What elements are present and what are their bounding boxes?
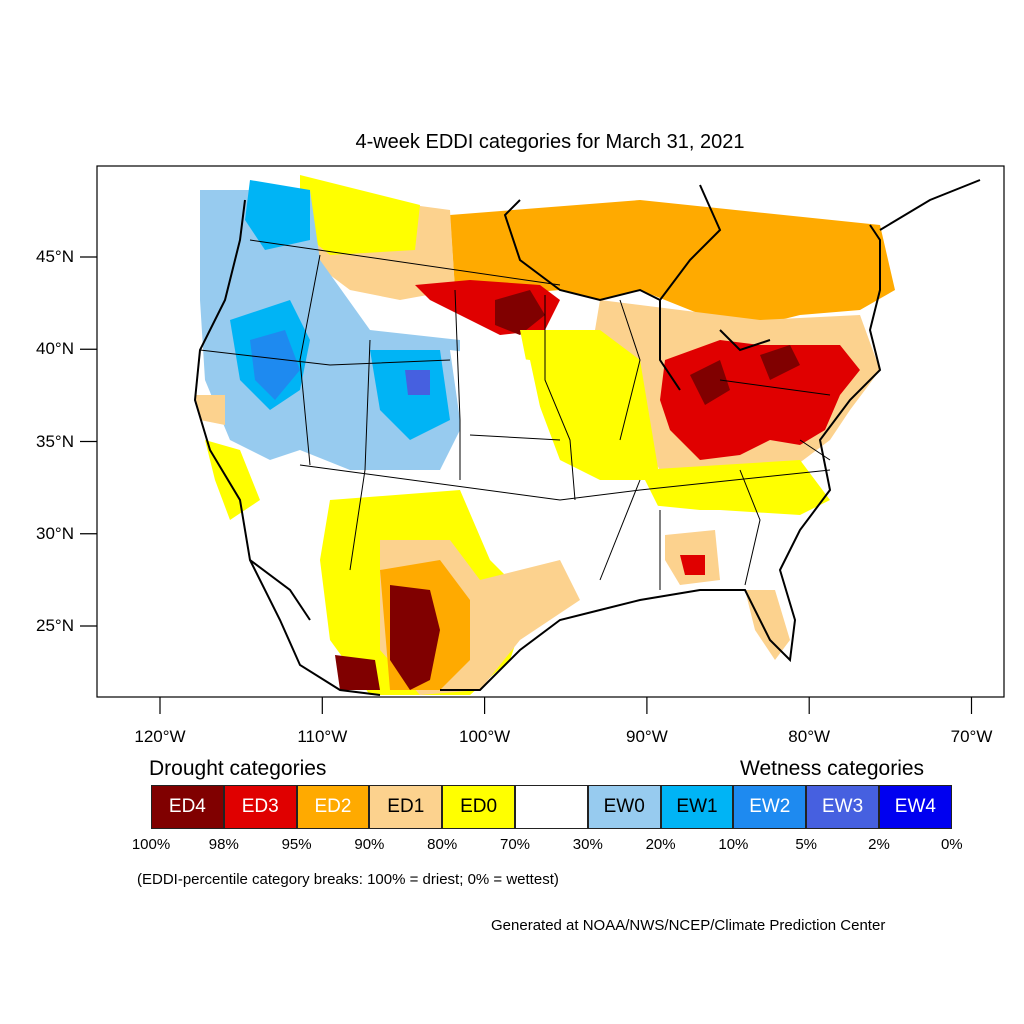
legend-break-label: 90% (354, 836, 385, 853)
lon-label: 90°W (626, 727, 668, 746)
ew0-pnw (245, 180, 310, 250)
ed3-northeast (660, 340, 860, 460)
map-frame (96, 165, 1005, 698)
ed2-region-north (450, 200, 895, 330)
coastlines (193, 179, 981, 696)
ed0-southeast (640, 460, 830, 515)
legend-swatch: EW2 (733, 785, 807, 829)
legend-break-label: 5% (795, 836, 818, 853)
legend-swatch: EW1 (660, 785, 734, 829)
legend-swatch: ED1 (369, 785, 443, 829)
category-note: (EDDI-percentile category breaks: 100% =… (137, 871, 559, 888)
ew3-wy (405, 370, 430, 395)
lat-label: 40°N (36, 339, 74, 359)
ed3-mexico (335, 655, 380, 690)
ed0-region-northwest (300, 175, 420, 255)
wetness-heading: Wetness categories (740, 757, 925, 780)
legend-break-label: 30% (572, 836, 603, 853)
credit-text: Generated at NOAA/NWS/NCEP/Climate Predi… (491, 917, 886, 934)
ed0-ca (205, 440, 260, 520)
legend-break-label: 0% (940, 836, 963, 853)
lon-label: 70°W (950, 727, 993, 746)
ed4-ohio (690, 360, 730, 405)
legend-swatch: EW3 (806, 785, 879, 829)
legend-swatch: ED4 (151, 785, 224, 829)
drought-heading: Drought categories (149, 757, 327, 780)
legend-swatch (515, 785, 588, 829)
ed4-ny (760, 345, 800, 380)
legend-break-label: 2% (868, 836, 890, 853)
lat-label: 30°N (36, 523, 74, 543)
lon-label: 80°W (788, 727, 831, 746)
map-title: 4-week EDDI categories for March 31, 202… (355, 131, 745, 153)
lon-label: 110°W (297, 727, 348, 746)
ed1-ca (195, 395, 225, 425)
legend-swatch: ED3 (223, 785, 297, 829)
ed4-texas (390, 585, 440, 690)
legend-break-label: 100% (131, 836, 171, 853)
legend-break-label: 80% (427, 836, 458, 853)
category-fields (195, 175, 895, 695)
ed1-florida (745, 590, 790, 660)
legend-break-label: 70% (499, 836, 531, 853)
state-boundaries (199, 239, 831, 590)
white-plains (450, 350, 620, 600)
map-canvas (193, 175, 981, 696)
axis-ticks (80, 256, 973, 714)
legend-break-label: 98% (208, 836, 239, 853)
legend-swatch: EW4 (879, 785, 952, 829)
legend-swatch: ED2 (296, 785, 370, 829)
legend-break-label: 10% (718, 836, 749, 853)
lat-label: 45°N (36, 247, 74, 266)
ed0-midwest (520, 330, 660, 480)
legend-swatch: ED0 (442, 785, 515, 829)
lat-label: 25°N (36, 616, 74, 635)
legend-break-label: 95% (281, 836, 312, 853)
lon-label: 120°W (134, 727, 186, 746)
ew2-west (250, 330, 300, 400)
ed3-al (680, 555, 705, 575)
lon-label: 100°W (458, 727, 511, 746)
legend-break-label: 20% (645, 836, 676, 853)
ed4-dakotas (495, 290, 545, 335)
lat-label: 35°N (36, 431, 74, 451)
legend-swatch: EW0 (587, 785, 661, 829)
